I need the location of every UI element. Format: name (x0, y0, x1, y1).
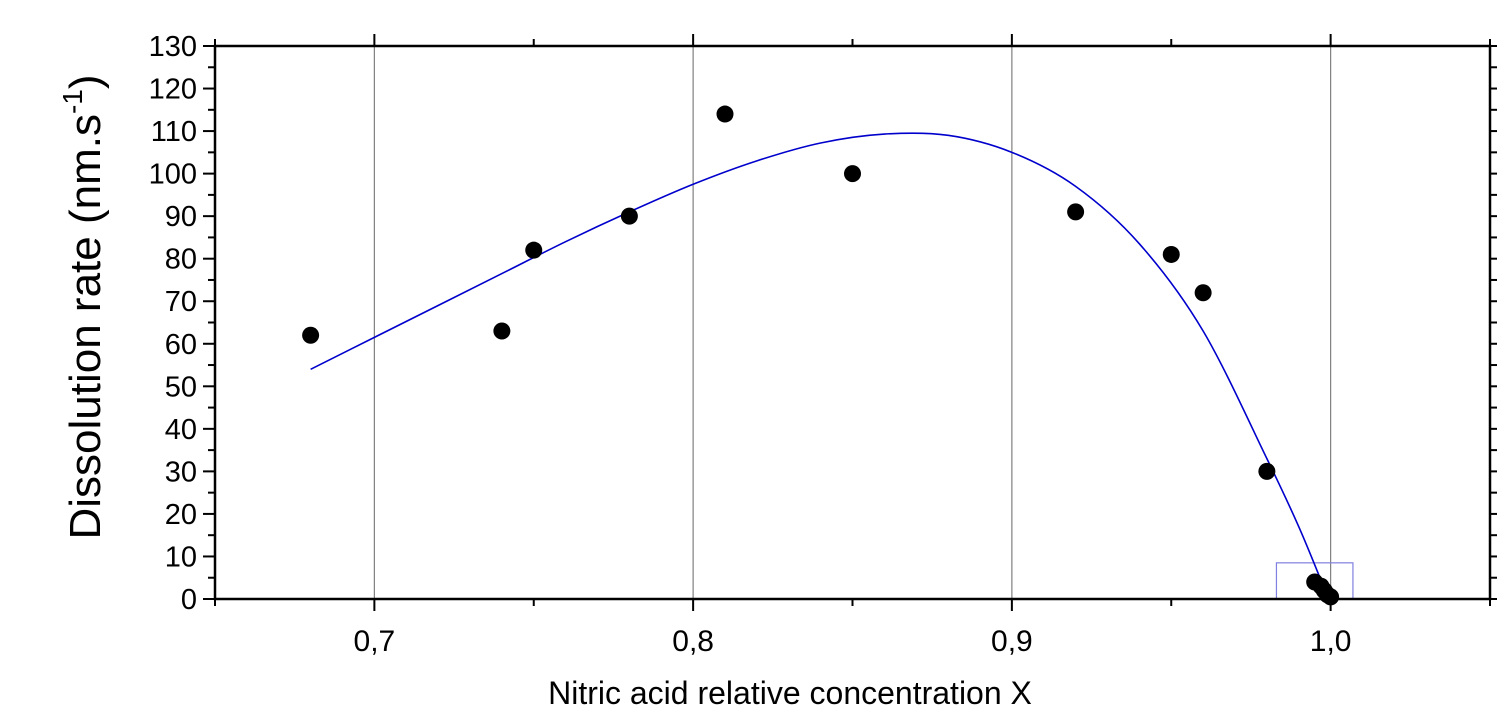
data-point (620, 207, 638, 225)
data-point (493, 322, 511, 340)
fit-curve (310, 132, 1325, 589)
data-point (302, 326, 320, 344)
y-axis-title: Dissolution rate (nm.s-1) (57, 74, 110, 539)
y-tick-label: 0 (181, 584, 197, 616)
y-tick-label: 100 (149, 159, 197, 191)
y-tick-label: 40 (165, 414, 197, 446)
plot-frame (213, 44, 1492, 601)
x-tick-label: 1,0 (1310, 625, 1352, 658)
y-tick-label: 20 (165, 499, 197, 531)
tick-labels-layer: 0,7 0,8 0,9 1,0 0 10 20 30 40 50 60 70 80 90 100 110 120… (149, 31, 1352, 658)
y-axis-title-close: ) (61, 74, 110, 89)
y-axis-title-superscript: -1 (57, 89, 88, 114)
x-tick-label: 0,8 (672, 625, 714, 658)
data-point (1258, 462, 1276, 480)
data-point (1067, 203, 1085, 221)
data-point (844, 165, 861, 183)
y-axis-title-main: Dissolution rate (nm.s (61, 114, 110, 539)
y-tick-label: 80 (165, 244, 197, 276)
data-point (1194, 284, 1212, 302)
y-tick-label: 50 (165, 371, 197, 403)
grid-layer (373, 46, 1332, 599)
data-points-layer (302, 105, 1340, 606)
axes-layer (203, 34, 1497, 611)
y-tick-label: 10 (165, 541, 197, 573)
data-point (1162, 245, 1180, 263)
y-tick-label: 90 (165, 201, 197, 233)
data-point (1322, 588, 1340, 606)
y-tick-label: 120 (149, 74, 197, 106)
x-tick-label: 0,9 (991, 625, 1033, 658)
data-point (716, 105, 734, 123)
data-point (525, 241, 543, 259)
y-tick-label: 130 (149, 31, 197, 63)
x-tick-label: 0,7 (354, 625, 396, 658)
y-tick-label: 30 (165, 456, 197, 488)
x-axis-title: Nitric acid relative concentration X (548, 675, 1032, 711)
y-tick-label: 110 (151, 116, 197, 148)
y-tick-label: 60 (165, 329, 197, 361)
fit-curve-layer (310, 132, 1325, 589)
y-tick-label: 70 (165, 286, 197, 318)
